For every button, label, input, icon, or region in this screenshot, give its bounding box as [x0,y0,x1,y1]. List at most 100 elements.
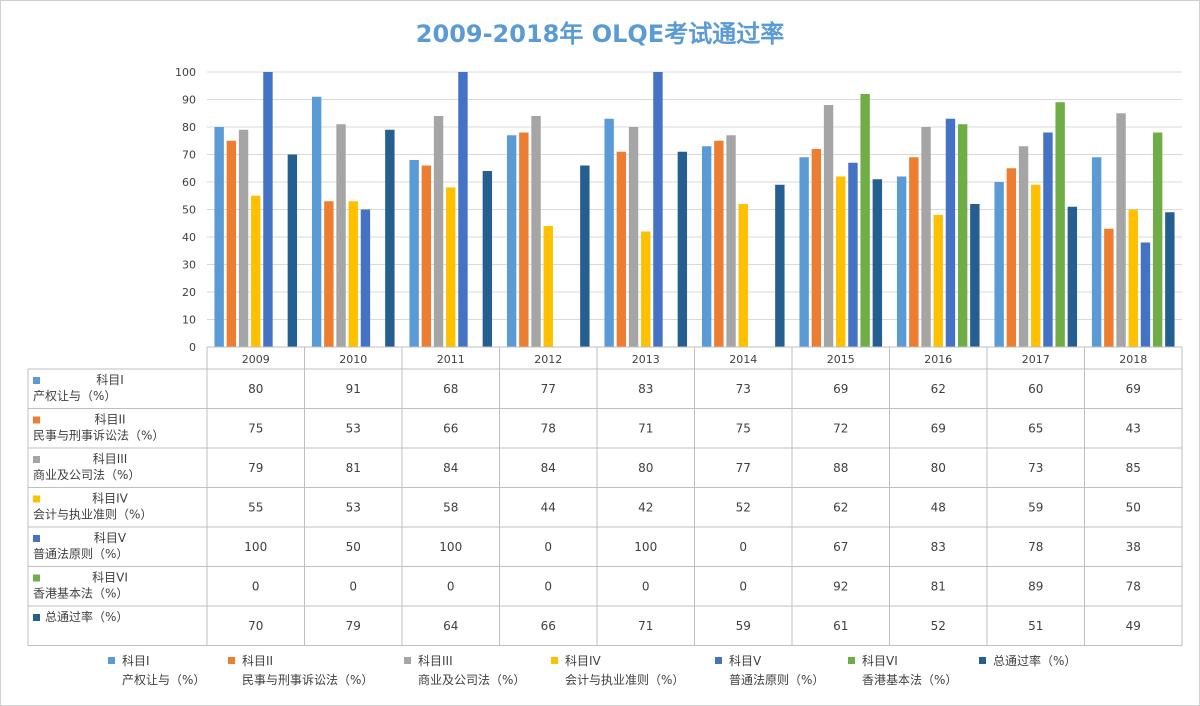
bar [446,187,456,347]
table-cell-value: 80 [248,382,263,396]
table-cell-value: 72 [833,421,848,435]
table-cell-value: 61 [833,619,848,633]
table-cell-value: 58 [443,500,458,514]
bar [616,151,627,347]
table-cell-value: 69 [833,382,848,396]
y-tick-label: 30 [182,259,196,272]
bar [421,165,432,347]
y-tick-label: 10 [182,314,196,327]
row-legend-key [33,377,40,384]
table-cell-value: 78 [1028,540,1043,554]
bar [811,149,822,347]
y-tick-label: 0 [189,341,196,354]
x-category-label: 2009 [242,353,270,366]
bar [604,118,614,347]
table-cell-value: 62 [833,500,848,514]
y-tick-label: 70 [182,149,196,162]
y-tick-label: 50 [182,204,196,217]
table-cell-value: 100 [244,540,267,554]
legend-key [848,657,855,664]
table-cell-value: 0 [252,579,260,593]
legend-label: 会计与执业准则（%） [565,673,684,687]
bar [714,140,724,347]
bar [823,105,834,347]
table-cell-value: 75 [248,421,263,435]
bar [1055,102,1065,347]
table-cell-value: 38 [1126,540,1141,554]
table-cell-value: 84 [443,461,458,475]
bar [1018,146,1029,347]
x-category-label: 2012 [534,353,562,366]
bar [238,129,249,347]
row-legend-key [33,416,40,424]
bar [1006,168,1017,347]
table-cell-value: 0 [544,579,552,593]
table-cell-value: 60 [1028,382,1043,396]
bar [324,201,334,347]
bar [214,127,224,347]
table-cell-value: 81 [931,579,946,593]
x-category-label: 2013 [632,353,660,366]
table-cell-value: 85 [1126,461,1141,475]
table-cell-value: 92 [833,579,848,593]
bar [738,204,748,347]
table-cell-value: 68 [443,382,458,396]
table-cell-value: 69 [1126,382,1141,396]
table-cell-value: 66 [443,421,458,435]
legend-key [715,657,722,664]
bar [677,151,688,347]
x-category-label: 2017 [1022,353,1050,366]
table-cell-value: 71 [638,421,653,435]
bar [970,204,980,347]
legend-key [979,657,986,664]
legend-label: 科目V [729,654,762,668]
row-series-label: 科目IV [92,492,129,506]
table-cell-value: 83 [931,540,946,554]
x-category-label: 2018 [1119,353,1147,366]
x-category-label: 2014 [729,353,757,366]
table-cell-value: 88 [833,461,848,475]
x-category-label: 2016 [924,353,952,366]
row-series-label: 民事与刑事诉讼法（%） [33,429,164,443]
table-cell-value: 0 [642,579,650,593]
bar [482,171,493,347]
table-cell-value: 71 [638,619,653,633]
bar [1031,184,1041,347]
bar [519,132,529,347]
bar [531,116,541,347]
bar [726,135,736,347]
legend-label: 民事与刑事诉讼法（%） [242,673,373,687]
row-series-label: 总通过率（%） [45,609,128,624]
table-cell-value: 77 [541,382,556,396]
bar [1116,113,1126,347]
bar [1152,132,1163,347]
bar [251,195,261,347]
bar [263,72,273,347]
row-series-label: 科目III [93,452,128,466]
table-cell-value: 89 [1028,579,1043,593]
row-legend-key [33,495,40,503]
x-category-label: 2010 [339,353,367,366]
table-cell-value: 100 [634,540,657,554]
legend-label: 香港基本法（%） [862,673,957,687]
legend-label: 总通过率（%） [993,653,1076,668]
bar [1165,212,1175,347]
bar [1067,206,1078,347]
bar [933,215,943,347]
bar [628,127,639,347]
bar [945,118,956,347]
table-cell-value: 50 [1126,500,1141,514]
bar [836,176,846,347]
bar [458,72,468,347]
table-cell-value: 50 [346,540,361,554]
table-cell-value: 44 [541,500,556,514]
table-cell-value: 79 [346,619,361,633]
table-cell-value: 91 [346,382,361,396]
bar [641,231,651,347]
row-legend-key [33,614,40,621]
table-cell-value: 0 [739,579,747,593]
row-series-label: 商业及公司法（%） [33,467,140,482]
y-tick-label: 60 [182,176,196,189]
bar [226,140,237,347]
